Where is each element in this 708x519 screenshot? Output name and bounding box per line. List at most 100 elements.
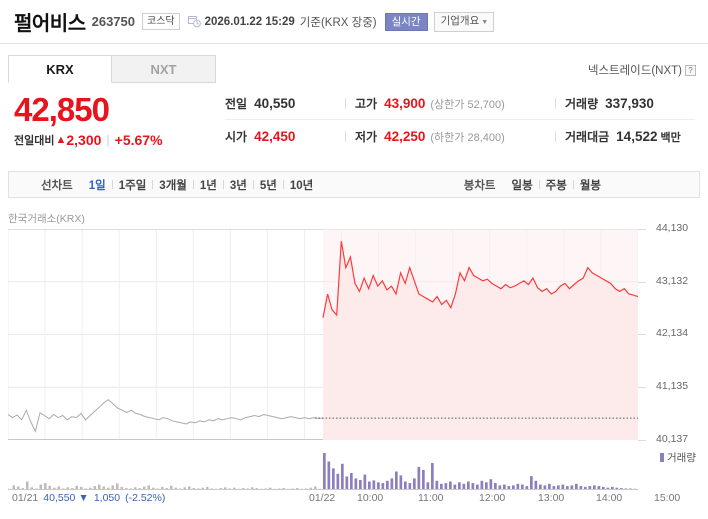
x-axis-tick-label: 10:00	[357, 492, 384, 504]
nxt-note: 넥스트레이드(NXT)?	[588, 62, 696, 78]
prev-day-change: 1,050	[93, 492, 121, 504]
line-chart-title: 선차트	[41, 179, 73, 192]
clock-icon	[187, 15, 201, 28]
stat-prev-close: 전일 40,550	[225, 95, 345, 112]
stat-volume: 거래량 337,930	[565, 95, 695, 112]
nxt-note-label: 넥스트레이드(NXT)	[587, 65, 682, 77]
price-chart[interactable]	[7, 228, 639, 441]
y-axis-tick	[638, 229, 646, 230]
stat-value: 40,550	[254, 96, 296, 111]
realtime-badge[interactable]: 실시간	[384, 12, 428, 31]
stat-limit-up: (상한가 52,700)	[430, 99, 505, 111]
divider	[538, 180, 540, 189]
stat-value: 42,250	[384, 128, 426, 144]
question-mark-icon[interactable]: ?	[685, 65, 696, 76]
candle-weekly[interactable]: 주봉	[545, 179, 567, 192]
exchange-tab-group[interactable]: KRX NXT	[8, 55, 216, 83]
divider	[572, 180, 574, 189]
y-axis-tick	[638, 440, 646, 441]
company-overview-label: 기업개요	[440, 14, 480, 27]
divider	[222, 180, 224, 189]
chart-control-bar: 선차트 1일 1주일 3개월 1년 3년 5년 10년 봉차트 일봉 주봉 월봉	[8, 171, 700, 198]
stat-turnover: 거래대금 14,522 백만	[565, 128, 695, 145]
volume-swatch-icon	[660, 453, 665, 462]
divider	[152, 180, 154, 189]
stat-label: 거래대금	[565, 129, 610, 144]
stat-label: 고가	[355, 97, 378, 111]
candle-chart-title: 봉차트	[463, 179, 496, 192]
stat-limit-down: (하한가 28,400)	[430, 131, 505, 144]
x-axis-tick-label: 11:00	[418, 492, 444, 504]
period-3m[interactable]: 3개월	[159, 179, 187, 192]
period-1y[interactable]: 1년	[199, 179, 217, 192]
company-overview-button[interactable]: 기업개요 ▼	[433, 11, 495, 32]
chart-source-label: 한국거래소(KRX)	[8, 213, 85, 225]
stat-value: 14,522	[616, 128, 658, 144]
prev-day-close: 40,550	[43, 492, 76, 504]
period-1d[interactable]: 1일	[88, 179, 106, 192]
divider	[111, 180, 113, 189]
stat-unit: 백만	[660, 131, 681, 144]
stat-value: 43,900	[384, 96, 426, 111]
line-chart-group: 선차트 1일 1주일 3개월 1년 3년 5년 10년	[41, 177, 319, 193]
stat-label: 시가	[225, 129, 248, 144]
volume-legend-label: 거래량	[667, 452, 696, 464]
prev-day-percent: (-2.52%)	[125, 492, 166, 504]
change-label: 전일대비	[14, 135, 55, 147]
change-percent: +5.67%	[114, 132, 163, 148]
quote-timestamp: 2026.01.22 15:29	[204, 15, 295, 28]
y-axis-tick	[638, 334, 646, 336]
current-price-block: 42,850 전일대비 ▲ 2,300 | +5.67%	[14, 91, 163, 149]
candle-monthly[interactable]: 월봉	[579, 179, 601, 192]
candle-chart-group: 봉차트 일봉 주봉 월봉	[464, 177, 607, 193]
market-badge: 코스닥	[142, 13, 180, 30]
stat-high: 고가 43,900 (상한가 52,700)	[355, 95, 555, 112]
stat-value: 337,930	[605, 96, 654, 111]
divider	[252, 180, 254, 189]
stock-code: 263750	[91, 14, 135, 29]
tab-nxt[interactable]: NXT	[112, 55, 216, 83]
stats-grid: 전일 40,550 고가 43,900 (상한가 52,700) 거래량 337…	[225, 88, 695, 152]
x-axis-tick-label: 13:00	[538, 492, 565, 504]
x-axis-line	[8, 489, 638, 490]
divider	[555, 98, 556, 109]
divider	[555, 130, 556, 142]
stat-label: 저가	[355, 129, 378, 144]
x-axis-tick-label: 01/22	[309, 492, 336, 504]
stat-label: 거래량	[565, 97, 599, 111]
change-value: 2,300	[66, 132, 102, 148]
divider	[282, 180, 284, 189]
stats-row: 시가 42,450 저가 42,250 (하한가 28,400) 거래대금 14…	[225, 120, 695, 152]
y-axis-tick-label: 40,137	[656, 433, 689, 445]
volume-chart[interactable]	[8, 450, 638, 491]
x-axis-tick-label: 15:00	[654, 492, 681, 504]
triangle-up-icon: ▲	[55, 134, 67, 146]
y-axis-tick	[638, 281, 646, 283]
x-axis-tick-label: 14:00	[596, 492, 623, 504]
prev-day-date: 01/21	[12, 492, 39, 504]
stat-value: 42,450	[254, 128, 296, 144]
stats-row: 전일 40,550 고가 43,900 (상한가 52,700) 거래량 337…	[225, 88, 695, 120]
chevron-down-icon: ▼	[481, 18, 489, 26]
tab-krx[interactable]: KRX	[8, 55, 112, 83]
y-axis-tick-label: 41,135	[656, 380, 689, 393]
period-10y[interactable]: 10년	[289, 179, 314, 192]
volume-legend: 거래량	[660, 450, 696, 465]
stat-open: 시가 42,450	[225, 128, 345, 145]
current-price: 42,850	[14, 91, 110, 128]
period-5y[interactable]: 5년	[259, 179, 277, 192]
divider: |	[106, 133, 110, 147]
period-1w[interactable]: 1주일	[118, 179, 147, 192]
candle-daily[interactable]: 일봉	[511, 179, 533, 192]
period-3y[interactable]: 3년	[229, 179, 247, 192]
prev-day-summary: 01/21 40,550 ▼ 1,050 (-2.52%)	[12, 492, 165, 504]
y-axis-tick-label: 42,134	[656, 327, 689, 340]
y-axis-tick-label: 44,130	[656, 222, 689, 234]
chart-x-axis: 01/21 40,550 ▼ 1,050 (-2.52%) 01/22 10:00 11:0…	[0, 492, 708, 512]
divider	[192, 180, 194, 189]
y-axis-tick	[638, 387, 646, 389]
stat-label: 전일	[225, 97, 248, 111]
divider	[345, 130, 346, 142]
page-header: 펄어비스 263750 코스닥 2026.01.22 15:29 기준(KRX …	[0, 0, 708, 44]
